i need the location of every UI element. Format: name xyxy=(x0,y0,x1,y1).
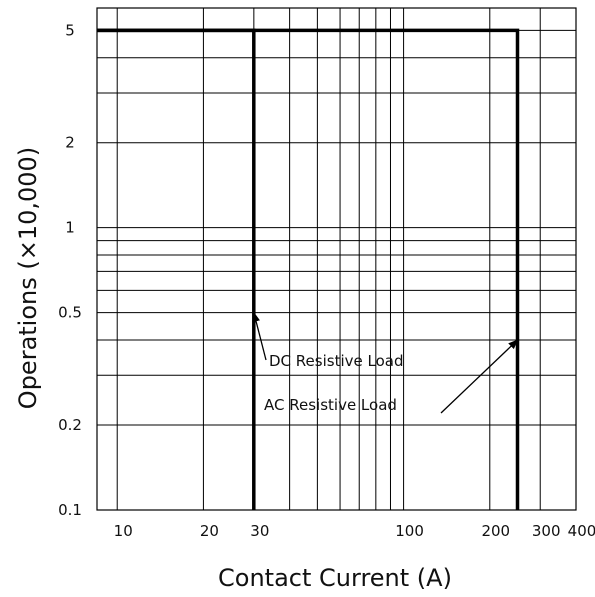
y-tick-label: 0.5 xyxy=(58,304,82,322)
ac-resistive-load-line xyxy=(97,28,520,510)
x-tick-label: 100 xyxy=(395,522,424,540)
x-tick-label: 20 xyxy=(200,522,219,540)
ac-resistive-load-label: AC Resistive Load xyxy=(264,396,397,414)
x-axis-title: Contact Current (A) xyxy=(218,564,452,592)
y-tick-label: 1 xyxy=(65,219,75,237)
x-tick-label: 400 xyxy=(568,522,595,540)
y-tick-label: 5 xyxy=(65,21,75,39)
y-tick-label: 0.2 xyxy=(58,416,82,434)
x-tick-labels: 10 20 30 100 200 300 400 xyxy=(114,522,595,540)
ac-annotation-arrow xyxy=(440,339,519,414)
series-lines xyxy=(97,28,520,510)
annotations: DC Resistive Load AC Resistive Load xyxy=(252,311,519,414)
x-tick-label: 200 xyxy=(481,522,510,540)
dc-annotation-arrow xyxy=(252,311,267,361)
y-tick-label: 2 xyxy=(65,134,75,152)
dc-resistive-load-label: DC Resistive Load xyxy=(269,352,403,370)
x-tick-label: 300 xyxy=(532,522,561,540)
dc-resistive-load-line xyxy=(97,28,256,510)
y-axis-title: Operations (×10,000) xyxy=(14,147,42,409)
grid xyxy=(97,8,577,511)
y-tick-labels: 0.1 0.2 0.5 1 2 5 xyxy=(58,21,82,519)
x-tick-label: 30 xyxy=(250,522,269,540)
plot-frame xyxy=(96,7,577,511)
y-tick-label: 0.1 xyxy=(58,501,82,519)
x-tick-label: 10 xyxy=(114,522,133,540)
